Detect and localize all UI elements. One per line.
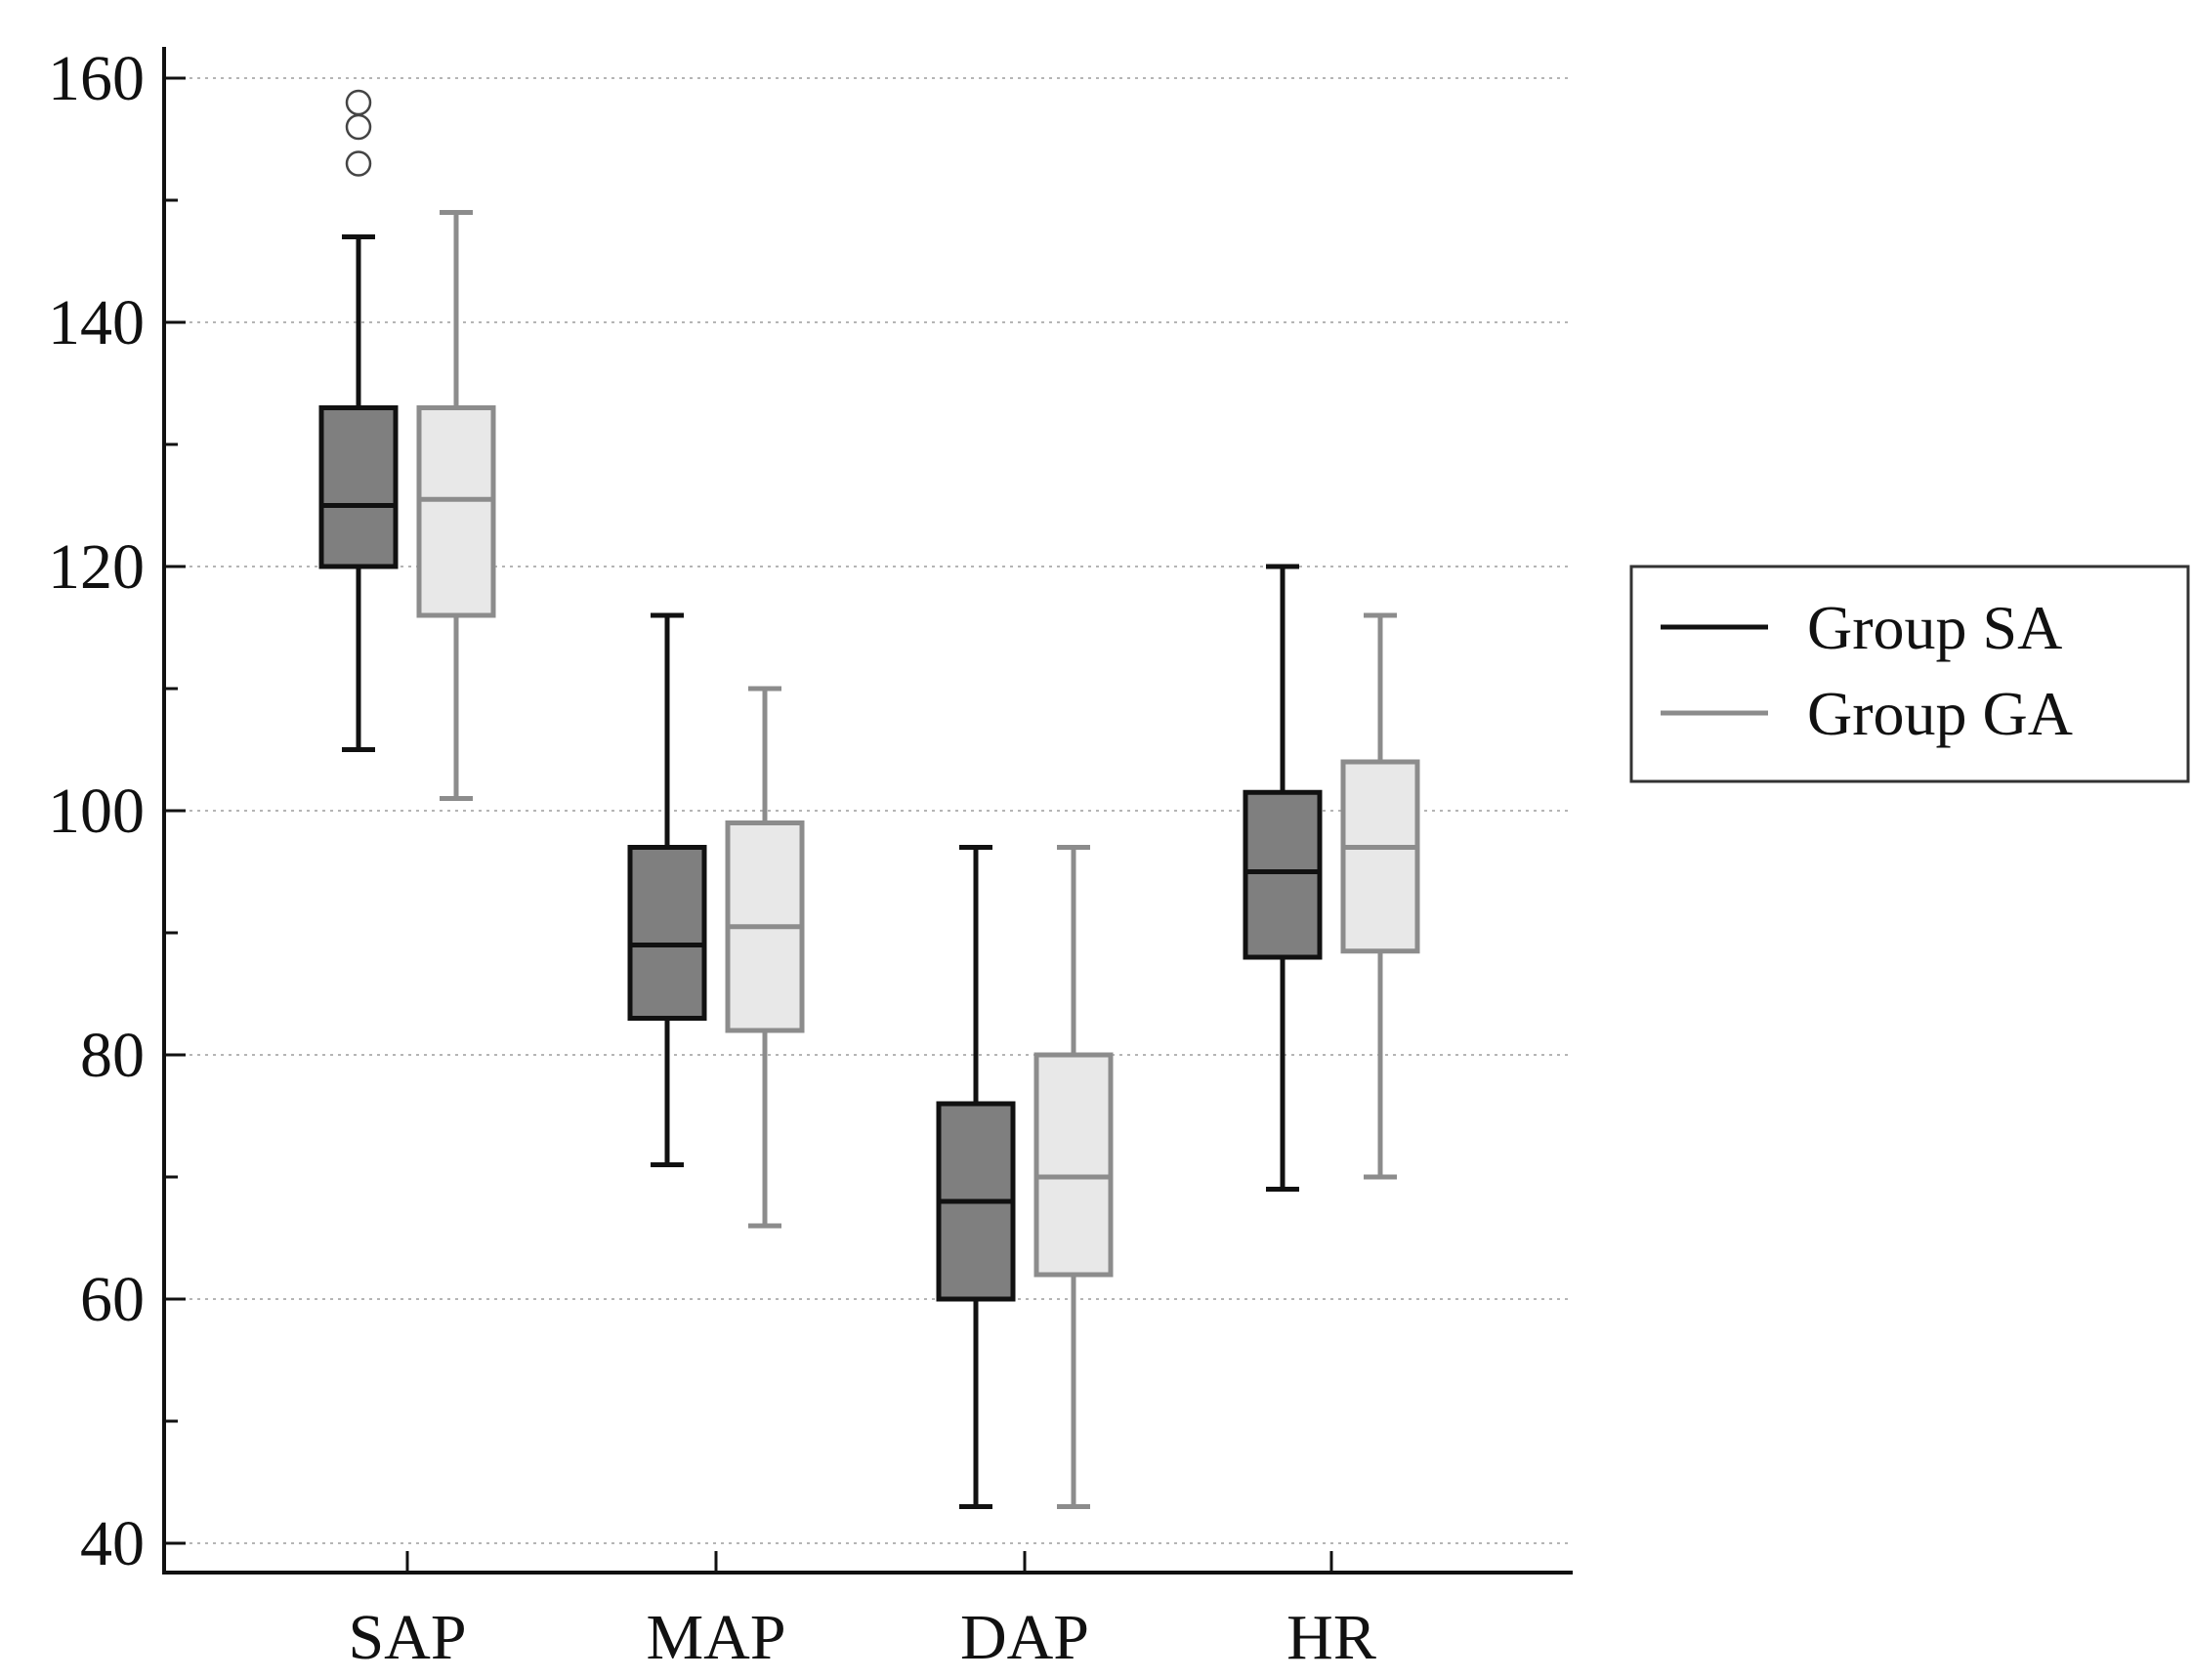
box-group-sa-sap: [318, 89, 399, 752]
axes: 40 60 80 100 120 140 160 SAP MAP DAP HR: [48, 43, 1573, 1673]
iqr-box: [627, 845, 707, 1021]
box-group-ga-sap: [416, 210, 496, 801]
boxes: [318, 89, 1420, 1509]
outlier-point-0: [345, 150, 372, 177]
iqr-box: [416, 405, 496, 618]
legend-frame: [1629, 565, 2190, 783]
iqr-box: [1033, 1052, 1114, 1278]
y-tick-label-80: 80: [80, 1020, 145, 1091]
box-group-sa-hr: [1243, 564, 1323, 1192]
x-tick-label-map: MAP: [646, 1602, 785, 1673]
box-group-ga-hr: [1340, 612, 1420, 1180]
x-tick-label-hr: HR: [1286, 1602, 1376, 1673]
y-tick-label-100: 100: [48, 776, 145, 847]
box-group-ga-dap: [1033, 845, 1114, 1509]
iqr-box: [1340, 759, 1420, 954]
outlier-point-1: [345, 113, 372, 141]
y-tick-label-60: 60: [80, 1264, 145, 1335]
legend: Group SA Group GA: [1629, 565, 2190, 783]
legend-label-0: Group SA: [1807, 593, 2062, 662]
outlier-point-2: [345, 89, 372, 116]
legend-label-1: Group GA: [1807, 679, 2073, 748]
box-group-sa-map: [627, 612, 707, 1167]
y-tick-label-40: 40: [80, 1508, 145, 1579]
iqr-box: [318, 405, 399, 569]
x-tick-label-dap: DAP: [960, 1602, 1089, 1673]
x-tick-label-sap: SAP: [348, 1602, 466, 1673]
gridlines: [166, 77, 1573, 1544]
y-tick-label-140: 140: [48, 287, 145, 358]
y-tick-label-160: 160: [48, 43, 145, 114]
box-group-sa-dap: [936, 845, 1016, 1509]
y-tick-label-120: 120: [48, 531, 145, 603]
box-group-ga-map: [725, 686, 805, 1229]
iqr-box: [1243, 789, 1323, 960]
